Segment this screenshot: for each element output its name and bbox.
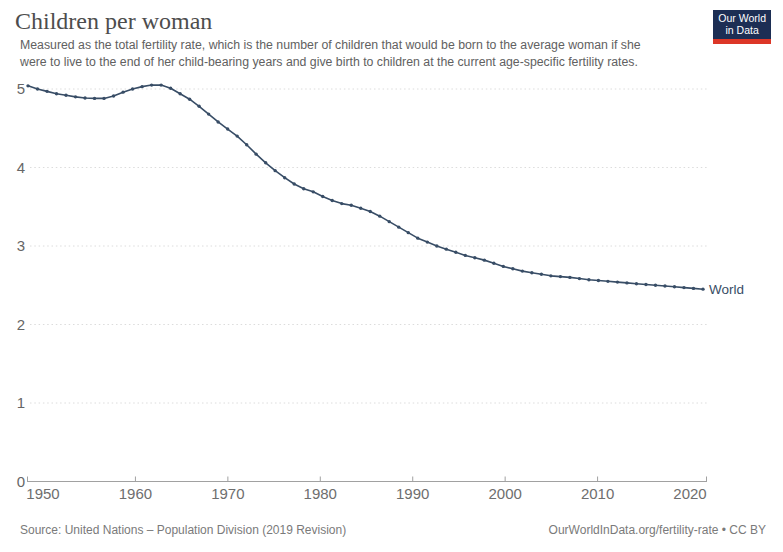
data-point: [273, 169, 276, 172]
x-tick-label: 1980: [304, 485, 337, 502]
x-tick-label: 1990: [396, 485, 429, 502]
data-point: [178, 92, 181, 95]
data-point: [625, 281, 628, 284]
data-point: [159, 83, 162, 86]
data-point: [102, 97, 105, 100]
data-point: [45, 90, 48, 93]
data-point: [83, 96, 86, 99]
x-tick-label: 1960: [119, 485, 152, 502]
data-point: [226, 127, 229, 130]
data-point: [169, 87, 172, 90]
data-point: [150, 83, 153, 86]
y-tick-label: 1: [17, 394, 25, 411]
subtitle-line-2: were to live to the end of her child-bea…: [20, 54, 641, 71]
data-point: [64, 94, 67, 97]
data-point: [36, 87, 39, 90]
x-tick-label: 2010: [581, 485, 614, 502]
data-point: [483, 258, 486, 261]
data-point: [388, 220, 391, 223]
data-point: [369, 210, 372, 213]
data-point: [312, 190, 315, 193]
data-point: [321, 195, 324, 198]
y-tick-label: 3: [17, 237, 25, 254]
data-point: [331, 199, 334, 202]
data-point: [340, 202, 343, 205]
data-point: [445, 247, 448, 250]
data-point: [359, 207, 362, 210]
world-line: [28, 85, 703, 289]
subtitle-line-1: Measured as the total fertility rate, wh…: [20, 37, 641, 54]
data-point: [302, 187, 305, 190]
x-tick-label: 2000: [488, 485, 521, 502]
data-point: [663, 284, 666, 287]
data-point: [292, 182, 295, 185]
data-point: [578, 277, 581, 280]
series-label-world: World: [709, 282, 744, 297]
data-point: [464, 254, 467, 257]
data-point: [587, 278, 590, 281]
data-point: [568, 276, 571, 279]
data-point: [654, 284, 657, 287]
data-point: [93, 97, 96, 100]
data-point: [350, 203, 353, 206]
x-tick-label: 1950: [26, 485, 59, 502]
data-point: [559, 275, 562, 278]
data-point: [264, 161, 267, 164]
data-point: [644, 283, 647, 286]
data-point: [701, 287, 704, 290]
page-title: Children per woman: [15, 8, 212, 35]
fertility-line-chart: 0 1 2 3 4 5 1950 1960 1970 1980 1990 2000 2010 2020 Wo…: [0, 0, 783, 552]
y-tick-label: 5: [17, 80, 25, 97]
data-point: [673, 285, 676, 288]
data-point: [492, 262, 495, 265]
data-point: [235, 134, 238, 137]
data-point: [426, 240, 429, 243]
data-point: [540, 273, 543, 276]
data-point: [140, 85, 143, 88]
data-point: [616, 280, 619, 283]
y-tick-label: 0: [17, 473, 25, 490]
data-point: [254, 152, 257, 155]
x-tick-label: 2020: [673, 485, 706, 502]
source-note: Source: United Nations – Population Divi…: [20, 523, 346, 537]
data-point: [416, 236, 419, 239]
data-point: [549, 274, 552, 277]
data-point: [397, 225, 400, 228]
logo-line-2: in Data: [718, 25, 766, 37]
data-point: [635, 282, 638, 285]
data-point: [435, 244, 438, 247]
data-point: [26, 84, 29, 87]
data-point: [55, 92, 58, 95]
chart-subtitle: Measured as the total fertility rate, wh…: [20, 37, 641, 71]
data-point: [121, 90, 124, 93]
license-note[interactable]: OurWorldInData.org/fertility-rate • CC B…: [549, 523, 766, 537]
data-point: [530, 271, 533, 274]
data-point: [245, 143, 248, 146]
data-point: [502, 265, 505, 268]
data-point: [692, 287, 695, 290]
data-point: [521, 269, 524, 272]
data-point: [188, 98, 191, 101]
data-point: [454, 251, 457, 254]
data-point: [207, 112, 210, 115]
y-tick-label: 2: [17, 316, 25, 333]
data-point: [511, 267, 514, 270]
data-point: [597, 279, 600, 282]
data-point: [283, 176, 286, 179]
data-point: [74, 95, 77, 98]
data-point: [216, 120, 219, 123]
data-point: [473, 256, 476, 259]
data-point: [682, 286, 685, 289]
data-point: [112, 94, 115, 97]
data-point: [378, 214, 381, 217]
data-point: [407, 231, 410, 234]
x-tick-label: 1970: [211, 485, 244, 502]
logo-line-1: Our World: [718, 13, 766, 25]
owid-logo[interactable]: Our World in Data: [713, 10, 771, 44]
data-point: [197, 105, 200, 108]
data-point: [606, 280, 609, 283]
data-point: [131, 87, 134, 90]
y-tick-label: 4: [17, 159, 25, 176]
